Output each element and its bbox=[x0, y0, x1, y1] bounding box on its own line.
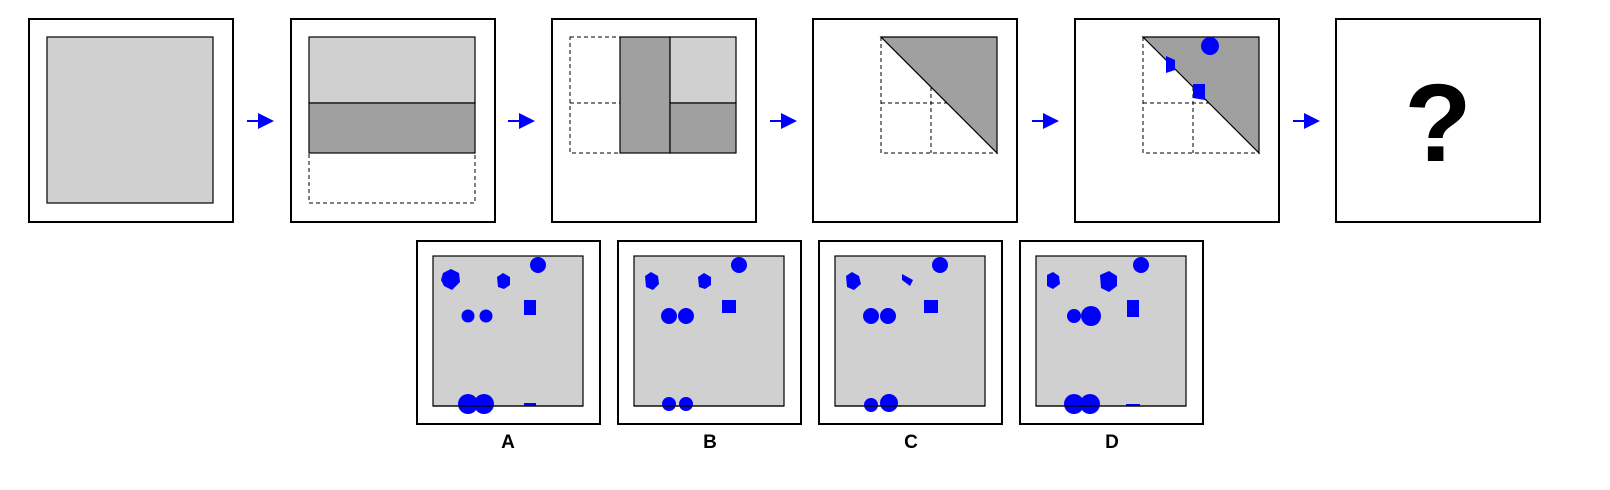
hole-square bbox=[524, 300, 536, 315]
hole-circle bbox=[864, 398, 878, 412]
hole-circle bbox=[474, 394, 494, 414]
hole-circle bbox=[679, 397, 693, 411]
hole-pentagon bbox=[645, 272, 659, 290]
step-2-panel bbox=[290, 18, 496, 223]
fold-ghost-triangle bbox=[880, 35, 999, 154]
hole-circle bbox=[458, 394, 478, 414]
fold-ghost-outline bbox=[308, 152, 476, 204]
hole-pentagon bbox=[698, 273, 711, 289]
hole-square bbox=[722, 300, 736, 313]
question-frame bbox=[1335, 18, 1541, 223]
step-4-panel bbox=[812, 18, 1018, 223]
hole-circle bbox=[678, 308, 694, 324]
hole-square bbox=[524, 403, 536, 406]
hole-circle bbox=[662, 397, 676, 411]
paper-top-right bbox=[669, 36, 737, 104]
question-panel: ? bbox=[1335, 18, 1541, 223]
option-b-label[interactable]: B bbox=[703, 432, 717, 453]
step-5-panel bbox=[1074, 18, 1280, 223]
hole-circle bbox=[731, 257, 747, 273]
paper-bottom-right bbox=[669, 102, 737, 154]
hole-circle bbox=[461, 309, 475, 323]
hole-circle bbox=[880, 394, 898, 412]
punched-hole-pentagon bbox=[1166, 56, 1175, 73]
hole-circle bbox=[880, 308, 896, 324]
fold-ghost-triangle bbox=[1142, 35, 1261, 154]
folded-strip bbox=[308, 102, 476, 154]
step-1-panel bbox=[28, 18, 234, 223]
folded-column bbox=[619, 36, 671, 154]
hole-circle bbox=[661, 308, 677, 324]
hole-circle bbox=[863, 308, 879, 324]
punched-hole-circle bbox=[1201, 37, 1219, 55]
hole-pentagon bbox=[497, 273, 510, 289]
hole-square bbox=[1126, 404, 1140, 406]
hole-circle bbox=[1133, 257, 1149, 273]
hole-pentagon bbox=[902, 274, 913, 286]
step-3-panel bbox=[551, 18, 757, 223]
option-d[interactable] bbox=[1019, 240, 1204, 425]
hole-circle bbox=[1067, 309, 1081, 323]
hole-circle bbox=[932, 257, 948, 273]
hole-pentagon bbox=[846, 272, 861, 290]
hole-square bbox=[1127, 300, 1139, 317]
hole-pentagon bbox=[441, 269, 460, 290]
folded-triangle bbox=[879, 36, 998, 155]
hole-pentagon bbox=[1047, 272, 1060, 289]
hole-circle bbox=[1080, 394, 1100, 414]
paper-square bbox=[46, 36, 214, 204]
option-c[interactable] bbox=[818, 240, 1003, 425]
option-b[interactable] bbox=[617, 240, 802, 425]
hole-pentagon bbox=[1100, 271, 1117, 292]
hole-circle bbox=[479, 309, 493, 323]
paper-top-section bbox=[308, 36, 476, 104]
punched-hole-square bbox=[1193, 84, 1205, 100]
option-a[interactable] bbox=[416, 240, 601, 425]
question-mark: ? bbox=[1404, 62, 1471, 185]
hole-circle bbox=[1064, 394, 1084, 414]
option-d-label[interactable]: D bbox=[1105, 432, 1119, 453]
hole-square bbox=[924, 300, 938, 313]
option-c-label[interactable]: C bbox=[904, 432, 918, 453]
hole-circle bbox=[1081, 306, 1101, 326]
hole-circle bbox=[530, 257, 546, 273]
option-a-label[interactable]: A bbox=[501, 432, 515, 453]
